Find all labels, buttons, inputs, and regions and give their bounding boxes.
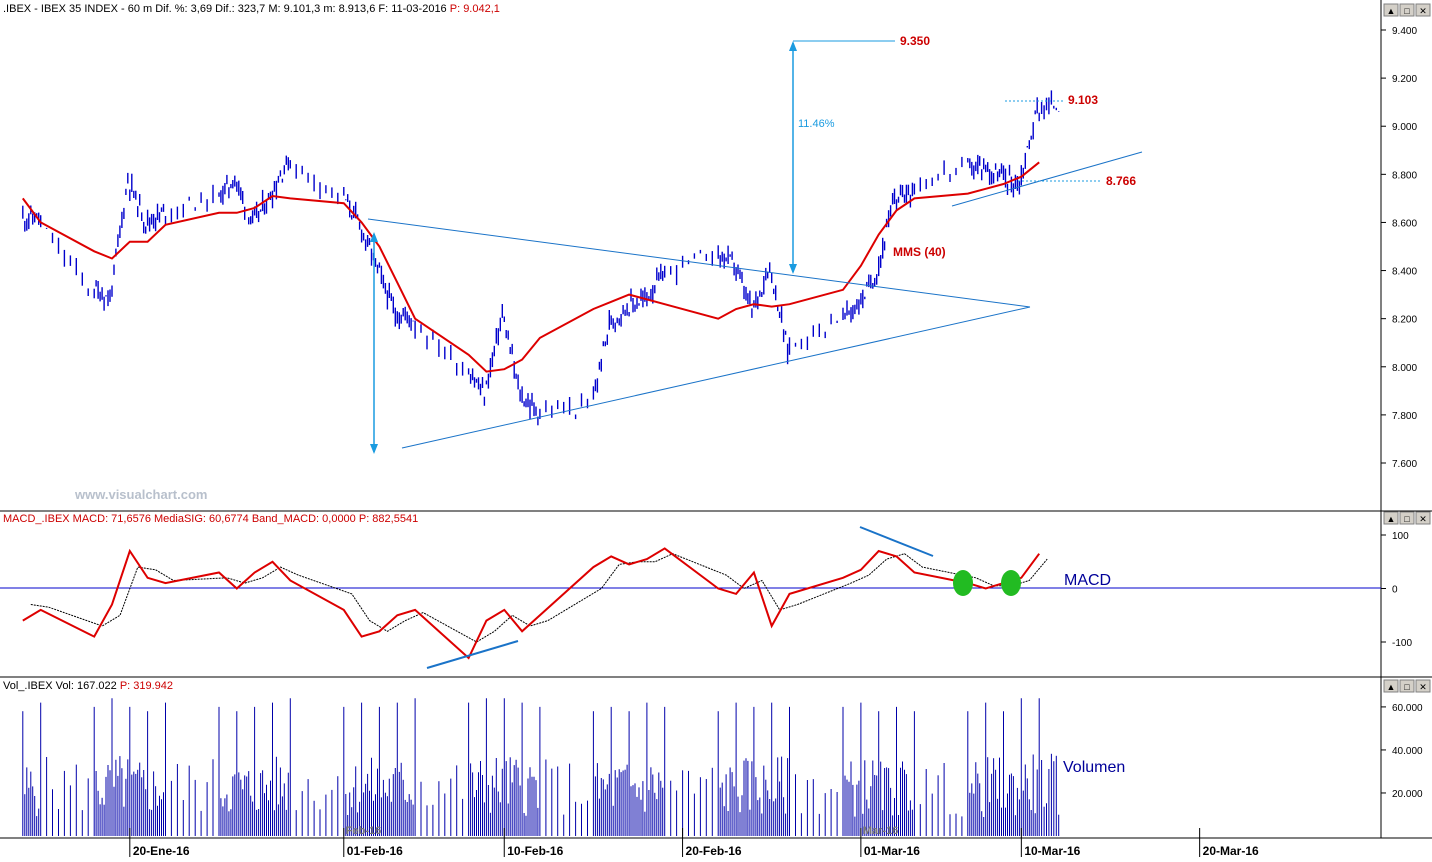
- macd-highlight-marker: [1001, 570, 1021, 596]
- panel-window-button-glyph: ✕: [1419, 682, 1427, 692]
- volume-axis: 60.000 40.000 20.000: [1381, 703, 1423, 800]
- mms-line: [21, 161, 1040, 373]
- triangle-lower-line: [401, 306, 1031, 449]
- volume-tick-label: 60.000: [1392, 703, 1423, 714]
- price-axis: 9.400 9.200 9.000 8.800 8.600 8.400 8.200 8.000…: [1381, 26, 1417, 470]
- panel-window-button-glyph: ✕: [1419, 6, 1427, 16]
- trendlines: [367, 40, 1143, 454]
- price-tick-label: 8.800: [1392, 170, 1417, 181]
- price-header-text: .IBEX - IBEX 35 INDEX - 60 m Dif. %: 3,6…: [3, 3, 447, 15]
- arrow-head-up-right: [789, 41, 797, 51]
- panel-window-button[interactable]: [1383, 511, 1399, 525]
- arrow-head-down-right: [789, 264, 797, 274]
- channel-support-line: [951, 151, 1143, 207]
- panel-window-button[interactable]: [1399, 511, 1415, 525]
- volume-label: Volumen: [1063, 759, 1125, 776]
- panel-window-button[interactable]: [1415, 511, 1431, 525]
- price-header: .IBEX - IBEX 35 INDEX - 60 m Dif. %: 3,6…: [3, 3, 500, 15]
- panel-window-button[interactable]: [1415, 3, 1431, 17]
- time-tick-label: 01-Feb-16: [347, 844, 403, 857]
- volume-bars: [22, 698, 1060, 836]
- panel-window-button[interactable]: [1399, 679, 1415, 693]
- panel-window-button[interactable]: [1399, 3, 1415, 17]
- volume-tick-label: 20.000: [1392, 789, 1423, 800]
- arrow-head-down-left: [370, 444, 378, 454]
- time-tick-label: 10-Mar-16: [1024, 844, 1080, 857]
- volume-header-text: Vol_.IBEX Vol: 167.022: [3, 680, 117, 692]
- month-label: Feb-16: [346, 825, 381, 837]
- target-label: 9.350: [900, 34, 930, 48]
- panel-window-button[interactable]: [1383, 3, 1399, 17]
- panel-window-button-glyph: ▲: [1387, 682, 1396, 692]
- macd-header: MACD_.IBEX MACD: 71,6576 MediaSIG: 60,67…: [3, 513, 418, 525]
- percent-label: 11.46%: [798, 118, 835, 130]
- macd-label: MACD: [1064, 572, 1111, 589]
- macd-header-text: MACD_.IBEX MACD: 71,6576 MediaSIG: 60,67…: [3, 513, 356, 525]
- mms-label: MMS (40): [893, 245, 946, 259]
- macd-tick-label: 0: [1392, 585, 1398, 596]
- panel-window-button-glyph: ▲: [1387, 6, 1396, 16]
- price-tick-label: 9.000: [1392, 122, 1417, 133]
- month-label: Mar-16: [863, 825, 898, 837]
- triangle-upper-line: [367, 218, 1031, 308]
- macd-signal-line: [30, 553, 1048, 643]
- support-label: 8.766: [1106, 174, 1136, 188]
- price-tick-label: 9.400: [1392, 26, 1417, 37]
- price-tick-label: 8.600: [1392, 218, 1417, 229]
- time-tick-label: 20-Feb-16: [686, 844, 742, 857]
- price-tick-label: 8.000: [1392, 363, 1417, 374]
- price-tick-label: 7.800: [1392, 411, 1417, 422]
- panel-window-button-glyph: □: [1404, 682, 1410, 692]
- volume-tick-label: 40.000: [1392, 746, 1423, 757]
- macd-divergence-line: [426, 640, 519, 669]
- macd-highlight-marker: [953, 570, 973, 596]
- panel-window-button-glyph: □: [1404, 514, 1410, 524]
- high-label: 9.103: [1068, 93, 1098, 107]
- time-tick-label: 20-Mar-16: [1203, 844, 1259, 857]
- panel-window-button[interactable]: [1415, 679, 1431, 693]
- panel-window-button[interactable]: [1383, 679, 1399, 693]
- arrow-head-up-left: [370, 232, 378, 242]
- price-tick-label: 7.600: [1392, 459, 1417, 470]
- price-bars: [22, 90, 1060, 426]
- macd-tick-label: -100: [1392, 638, 1412, 649]
- macd-line: [22, 547, 1041, 660]
- panel-window-button-glyph: ✕: [1419, 514, 1427, 524]
- price-header-p: P: 9.042,1: [447, 3, 500, 15]
- panel-window-button-glyph: □: [1404, 6, 1410, 16]
- panel-buttons: ▲ □ ✕ ▲ □ ✕ ▲ □ ✕: [1383, 3, 1431, 693]
- volume-header: Vol_.IBEX Vol: 167.022 P: 319.942: [3, 680, 173, 692]
- price-tick-label: 8.400: [1392, 267, 1417, 278]
- watermark: www.visualchart.com: [74, 487, 207, 502]
- time-tick-label: 20-Ene-16: [133, 844, 190, 857]
- time-tick-label: 10-Feb-16: [507, 844, 563, 857]
- macd-axis: 100 0 -100: [1381, 531, 1412, 649]
- volume-header-p: P: 319.942: [117, 680, 173, 692]
- panel-window-button-glyph: ▲: [1387, 514, 1396, 524]
- macd-divergence-line: [859, 526, 934, 557]
- price-tick-label: 8.200: [1392, 315, 1417, 326]
- time-axis: 20-Ene-16 01-Feb-16 10-Feb-16 20-Feb-16 01-M…: [129, 825, 1259, 858]
- time-tick-label: 01-Mar-16: [864, 844, 920, 857]
- macd-header-p: P: 882,5541: [356, 513, 418, 525]
- macd-tick-label: 100: [1392, 531, 1409, 542]
- price-tick-label: 9.200: [1392, 74, 1417, 85]
